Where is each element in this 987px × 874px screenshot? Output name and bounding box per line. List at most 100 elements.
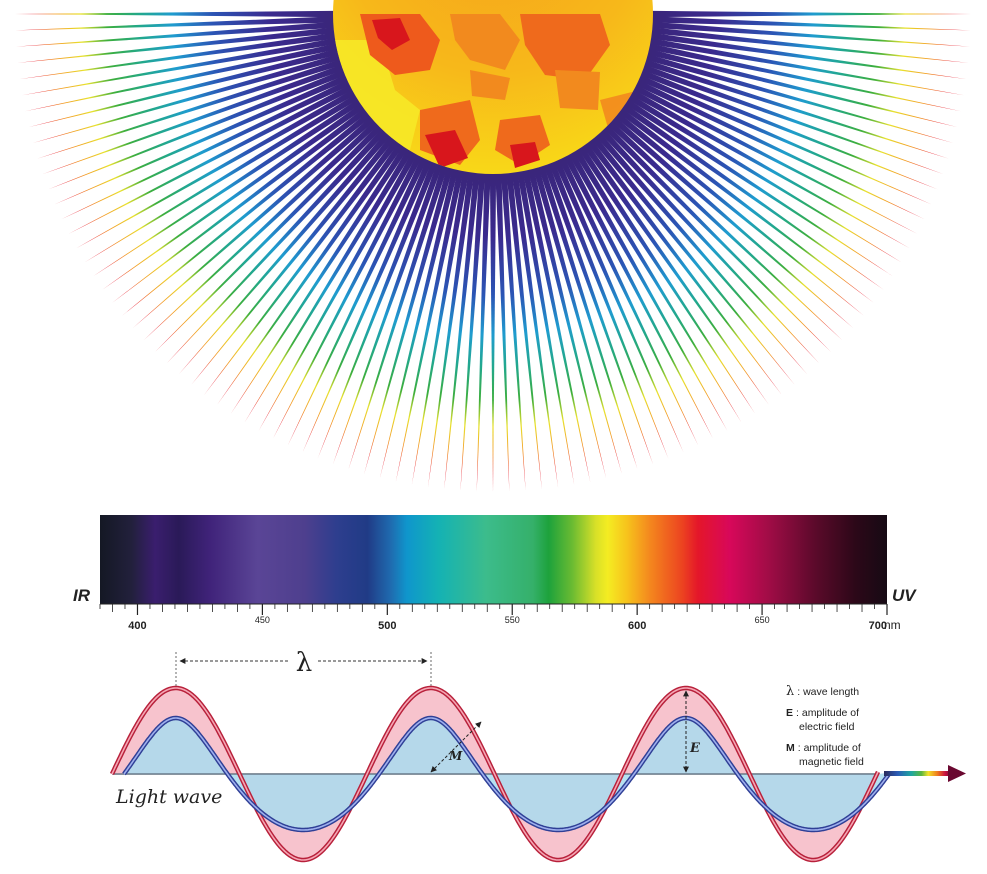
- sun-ray: [637, 46, 958, 128]
- propagation-arrow: [884, 765, 966, 782]
- sun-ray: [476, 163, 492, 492]
- sun-ray: [520, 160, 591, 483]
- sun-ray: [68, 80, 362, 234]
- sun-ray: [427, 162, 476, 488]
- legend-lambda: λ: wave length: [786, 684, 859, 699]
- sun-ray: [607, 106, 864, 316]
- sun-ray: [581, 131, 782, 395]
- sun-ray: [640, 36, 965, 96]
- sun-ray: [332, 154, 446, 465]
- sun-ray: [619, 89, 902, 263]
- sun-ray: [489, 164, 497, 492]
- sun-ray: [395, 160, 466, 483]
- sun-ray: [554, 148, 699, 446]
- light-wave: [109, 685, 892, 863]
- sun-ray: [364, 157, 456, 475]
- wavelength-dimension: λ: [175, 648, 432, 688]
- electric-field-wave-highlight: [111, 687, 879, 861]
- sun-ray: [515, 161, 575, 486]
- sun-ray: [166, 121, 393, 364]
- sun-ray: [102, 97, 373, 290]
- unit-label: nm: [884, 618, 901, 632]
- legend-e-line-1: E: amplitude of: [786, 707, 859, 719]
- sun-ray: [545, 152, 669, 459]
- visible-spectrum: 400 500 600 700 450 550 650 IR UV nm: [73, 515, 917, 632]
- sun-ray: [563, 143, 728, 431]
- spectrum-tick-label: 550: [505, 615, 520, 625]
- sun-ray: [525, 158, 607, 479]
- sun-ray: [112, 102, 376, 303]
- sun-ray: [143, 114, 386, 341]
- sun-ray: [613, 97, 884, 290]
- sun-ray: [302, 150, 437, 453]
- sun-ray: [178, 124, 397, 375]
- legend-m-line-2: magnetic field: [799, 756, 864, 768]
- sun-ray: [54, 70, 357, 205]
- sun-ray: [37, 56, 351, 159]
- sun-ray: [622, 84, 910, 249]
- sun-ray: [530, 157, 622, 475]
- sun-ray: [540, 154, 654, 465]
- sun-ray: [631, 66, 938, 190]
- sun-ray: [616, 93, 893, 277]
- sun-ray: [258, 143, 423, 431]
- m-marker-label: M: [448, 749, 463, 763]
- sun-ray: [21, 36, 346, 96]
- sun-ray: [600, 114, 843, 341]
- sun-ray: [505, 162, 542, 490]
- sun-ray: [535, 156, 638, 470]
- spectrum-ticks: 400 500 600 700 450 550 650: [99, 604, 888, 632]
- e-marker-label: E: [689, 741, 701, 756]
- legend-e-line-2: electric field: [799, 721, 855, 733]
- sun-ray: [273, 145, 427, 439]
- sun-ray: [549, 150, 684, 453]
- sun-ray: [641, 26, 969, 63]
- magnetic-amplitude-marker: M: [430, 721, 482, 773]
- electric-amplitude-marker: E: [683, 690, 701, 773]
- sun-ray: [155, 117, 390, 352]
- sun-ray: [444, 162, 481, 490]
- sun-ray: [230, 137, 414, 414]
- sun-ray: [494, 163, 510, 492]
- sun-ray: [132, 110, 383, 329]
- sun-ray: [61, 75, 359, 220]
- sun-ray: [15, 15, 344, 31]
- sun-ray: [636, 51, 954, 143]
- spectrum-tick-label: 650: [755, 615, 770, 625]
- sun-ray: [16, 21, 344, 47]
- sun-ray: [639, 41, 962, 112]
- ir-label: IR: [73, 586, 91, 605]
- sun-ray: [589, 124, 808, 375]
- sun-ray: [32, 51, 350, 143]
- sun-ray: [217, 134, 410, 405]
- sun-ray: [28, 46, 349, 128]
- sun-ray: [593, 121, 820, 364]
- legend-m-line-1: M: amplitude of: [786, 742, 861, 754]
- spectrum-tick-label: 400: [128, 620, 146, 632]
- sun-ray: [641, 31, 967, 80]
- wave-caption: Light wave: [115, 786, 222, 808]
- sun-ray: [76, 84, 364, 249]
- sun-ray: [411, 161, 471, 486]
- sun-ray: [24, 41, 347, 112]
- sun-ray: [500, 163, 526, 491]
- magnetic-field-wave-highlight: [123, 717, 891, 831]
- sun-ray: [585, 128, 795, 385]
- sun-ray: [627, 75, 925, 220]
- sun-ray: [84, 89, 367, 263]
- sun-ray: [15, 10, 343, 18]
- sun-ray: [642, 15, 971, 31]
- sun-ray: [572, 137, 756, 414]
- sun-ray: [510, 162, 559, 488]
- sun-ray: [287, 148, 432, 446]
- sun-ray: [596, 117, 831, 352]
- spectrum-tick-label: 600: [628, 620, 646, 632]
- sun-rays: [15, 10, 971, 492]
- sun-ray: [379, 158, 461, 479]
- sun-ray: [244, 140, 418, 423]
- lambda-symbol: λ: [296, 648, 312, 678]
- sun-ray: [624, 80, 918, 234]
- sun-ray: [19, 31, 345, 80]
- sun-ray: [633, 61, 944, 175]
